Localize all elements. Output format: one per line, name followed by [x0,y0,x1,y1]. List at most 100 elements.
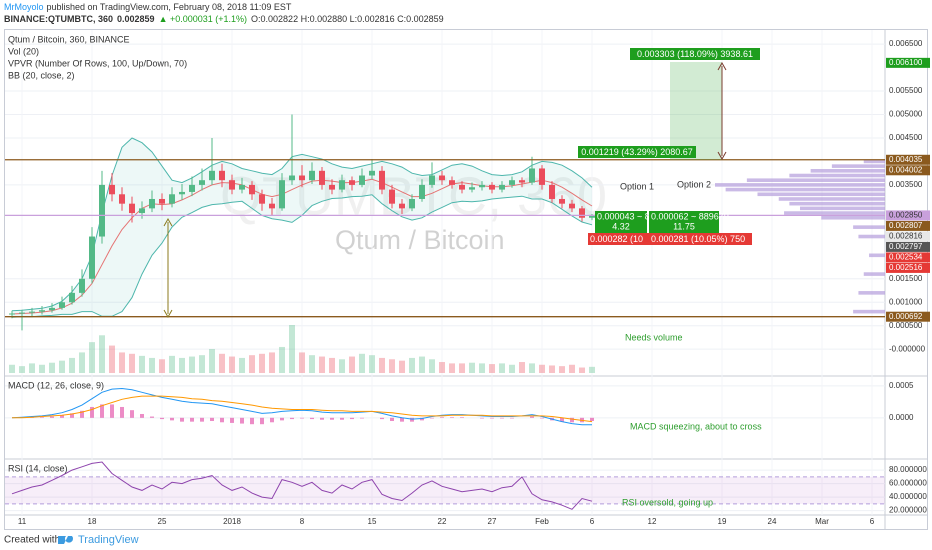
candle-body [319,170,325,185]
x-tick-label: 19 [718,517,727,526]
watermark-sub: Qtum / Bitcoin [335,225,505,255]
vpvr-bar [810,169,885,173]
price-label: 0.002816 [889,232,923,241]
macd-hist [310,417,314,420]
y-tick-label: -0.000000 [889,344,926,353]
macd-hist [170,417,174,421]
vpvr-bar [821,215,885,220]
macd-hist [90,406,94,418]
position-label: 11.75 [673,221,695,231]
volume-bar [459,363,465,373]
volume-bar [589,366,595,373]
pane-title: MACD (12, 26, close, 9) [8,380,104,390]
candle-body [379,170,385,190]
volume-bar [149,357,155,373]
y-tick-label: 0.005500 [889,86,923,95]
candle-body [559,198,565,204]
x-tick-label: Mar [815,517,829,526]
volume-bar [59,360,65,373]
arrow-heads [163,217,173,319]
macd-hist [290,417,294,420]
x-tick-label: Feb [535,517,549,526]
candle-body [109,184,115,195]
candle-body [419,184,425,199]
macd-hist [450,417,454,418]
position-label: 4.32 [612,221,630,231]
candle-body [339,180,345,190]
candle-body [569,203,575,209]
volume-bar [359,353,365,373]
candle-body [449,180,455,185]
volume-bar [499,363,505,373]
price-label-box [886,311,930,322]
x-tick-label: 24 [768,517,777,526]
volume-bar [249,355,255,373]
macd-hist [270,417,274,423]
volume-bar [39,364,45,373]
volume-bar [489,364,495,373]
candle-body [199,180,205,185]
note: RSI oversold, going up [622,497,713,507]
volume-bar [509,364,515,373]
legend-item: Qtum / Bitcoin, 360, BINANCE [8,34,130,44]
candle-body [489,184,495,190]
brand-logo [58,536,73,544]
vpvr-bar [853,225,885,229]
volume-bar [19,366,25,373]
x-tick-label: 18 [88,517,97,526]
rsi-line [11,461,593,510]
y-tick-label: 80.000000 [889,465,927,474]
macd-hist [380,417,384,420]
candle-body [179,191,185,195]
macd-hist [390,417,394,422]
macd-hist [320,417,324,420]
vpvr-bar [789,201,885,206]
price-label: 0.000692 [889,312,923,321]
macd-hist [60,415,64,418]
x-tick-label: 6 [590,517,595,526]
volume-bar [409,357,415,373]
candle-body [149,198,155,209]
candle-body [359,175,365,185]
candle-body [369,170,375,176]
macd-hist [70,413,74,418]
macd-hist [480,417,484,419]
volume-bar [559,366,565,373]
volume-bar [379,357,385,373]
last: 0.002859 [117,14,155,24]
candle-body [429,175,435,185]
x-tick-label: 8 [300,517,305,526]
candle-body [89,236,95,279]
position-box [630,48,760,60]
position-box [578,146,696,158]
ohlc: O:0.002822 H:0.002880 L:0.002816 C:0.002… [251,14,444,24]
y-tick-label: 0.003500 [889,180,923,189]
macd-hist [250,417,254,425]
annotations: 0.003303 (118.09%) 3938.61 0.001219 (43.… [4,34,930,546]
footer-brand[interactable]: TradingView [78,534,139,546]
change: ▲ +0.000031 (+1.1%) [159,14,247,24]
x-tick-label: 2018 [223,517,241,526]
candle-body [219,170,225,181]
candle-body [499,184,505,190]
candle-body [299,175,305,181]
legend-item: VPVR (Number Of Rows, 100, Up/Down, 70) [8,58,187,68]
macd-line [11,387,592,426]
volume-bar [129,353,135,373]
note: MACD squeezing, about to cross [630,421,762,431]
volume-bar [389,359,395,373]
candle-body [289,175,295,181]
position-label: 0.000281 (10.05%) 750 [651,234,745,244]
volume-bar [299,352,305,373]
vpvr-bar [778,197,885,201]
volume-bar [519,362,525,373]
y-tick-label: 40.000000 [889,492,927,501]
volume-bar [79,352,85,373]
price-label: 0.002807 [889,221,923,230]
vpvr-bar [725,187,885,192]
author[interactable]: MrMoyolo [4,2,44,12]
candle-body [549,184,555,199]
x-tick-label: 11 [18,517,27,526]
price-label: 0.006100 [889,58,923,67]
volume-bar [209,349,215,373]
